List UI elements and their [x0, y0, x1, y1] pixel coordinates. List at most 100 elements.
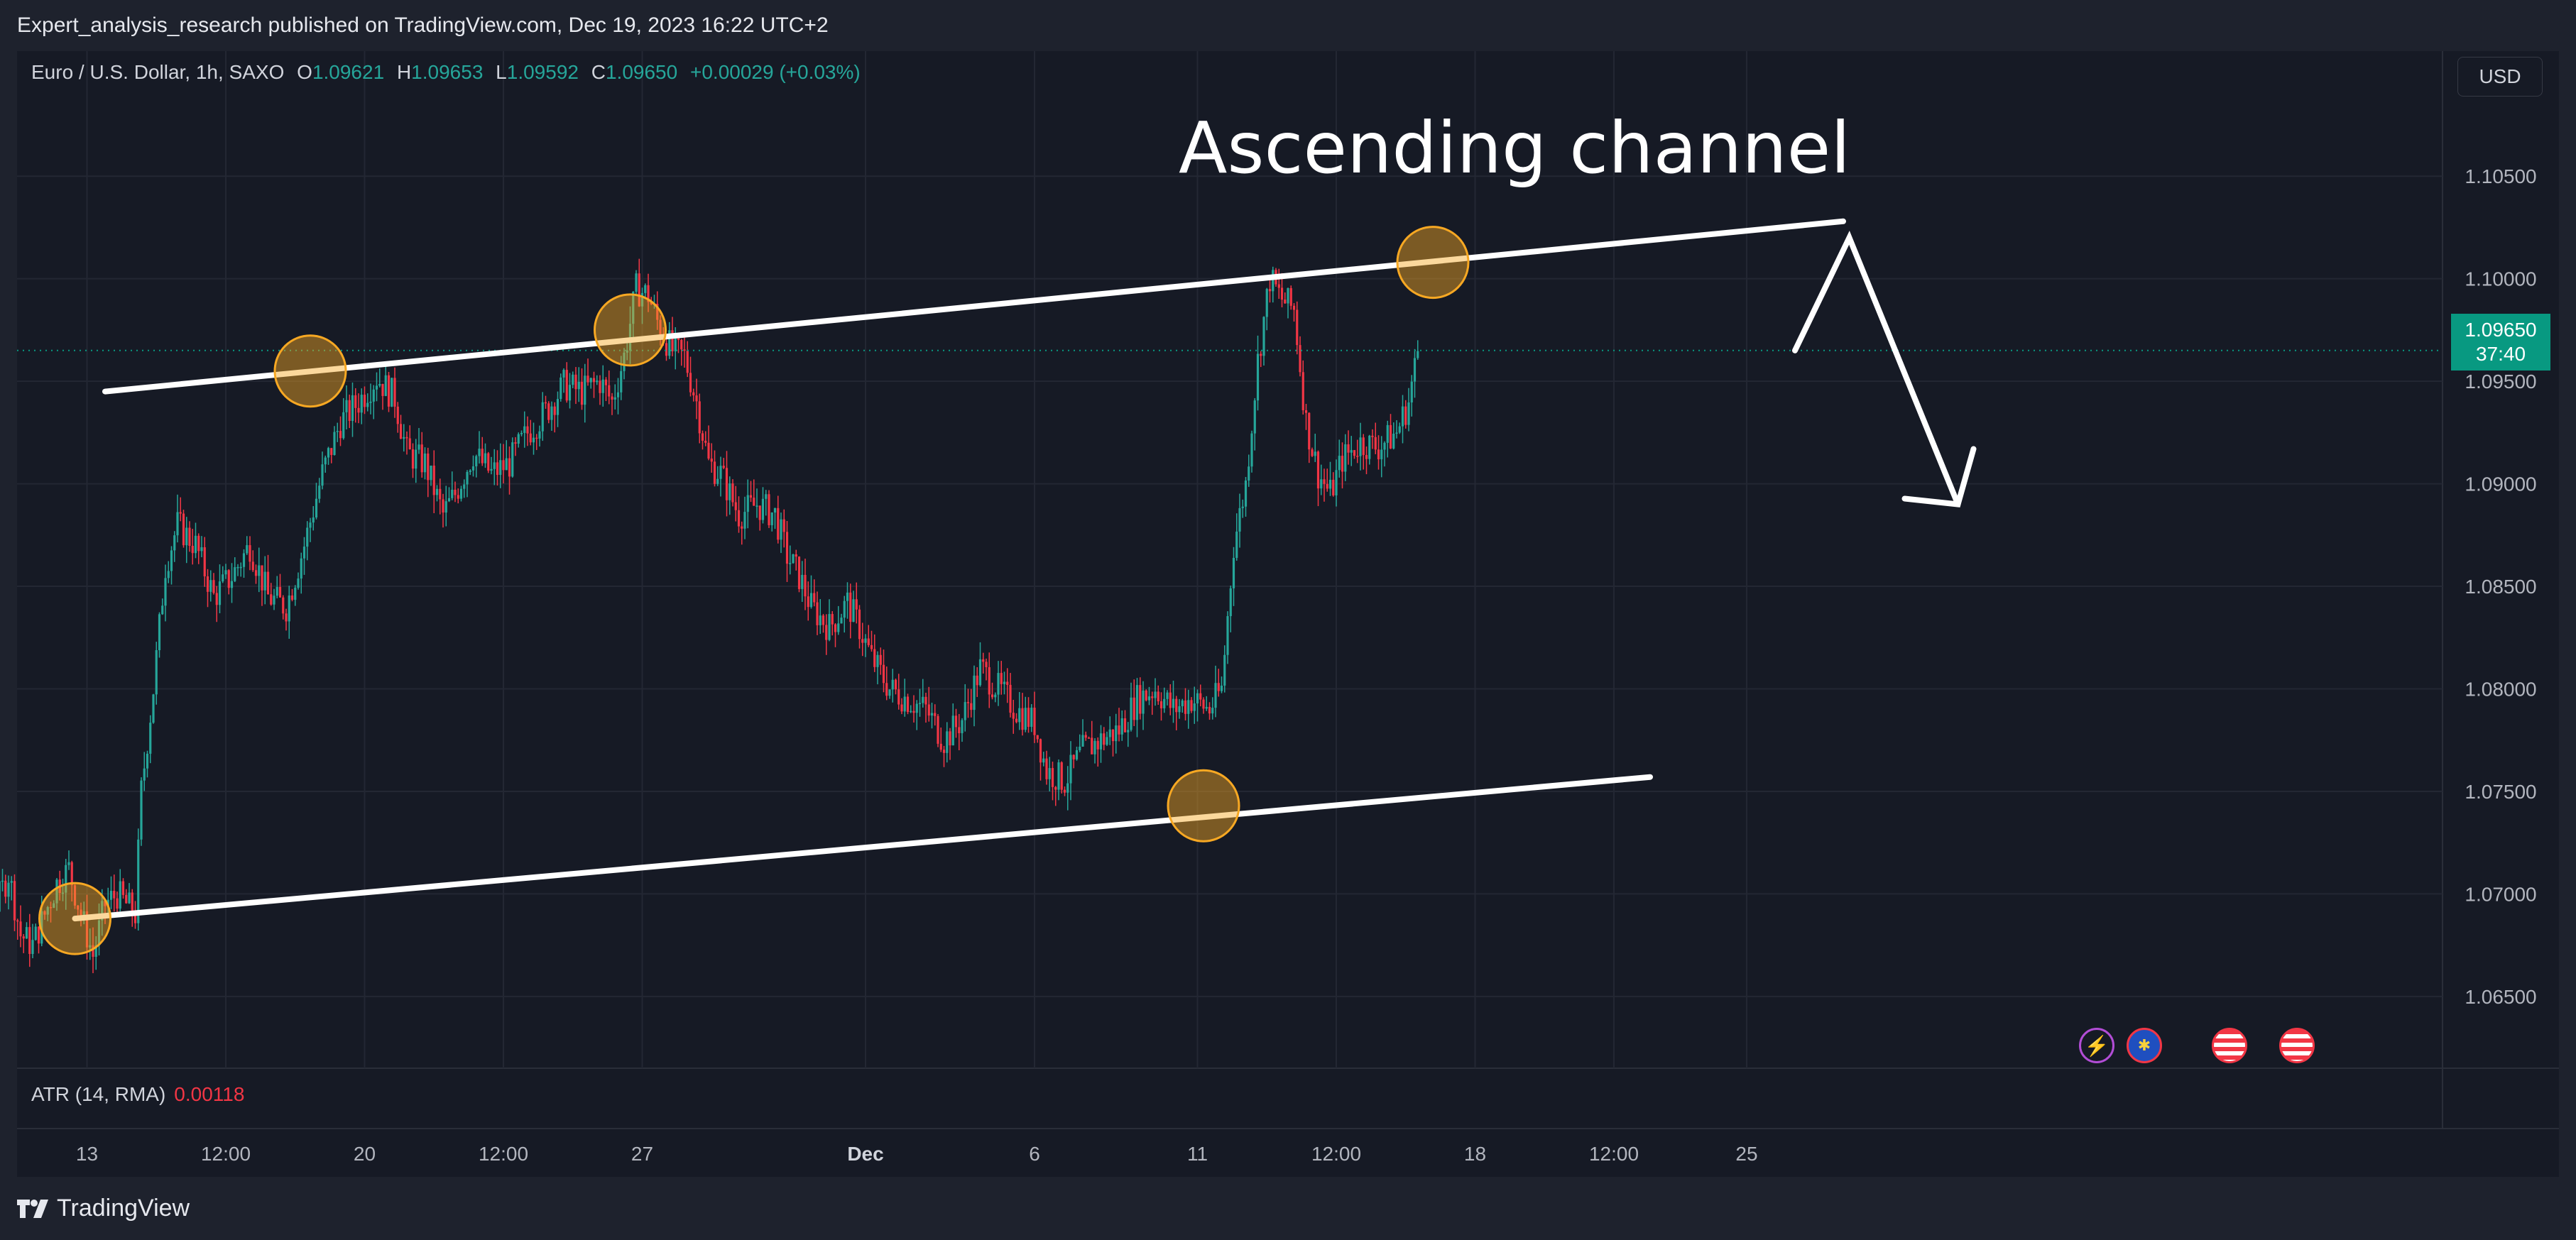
candle-body [825, 625, 828, 640]
candle-body [628, 324, 632, 351]
candle-body [502, 460, 505, 471]
candle-body [997, 673, 1000, 695]
candle-body [351, 395, 354, 422]
candle-body [1108, 729, 1111, 737]
candle-body [170, 550, 173, 571]
candle-body [324, 457, 327, 465]
candle-body [387, 375, 391, 407]
candle-body [1072, 755, 1075, 759]
candle-body [985, 662, 988, 667]
candle-body [701, 433, 704, 441]
candle-body [873, 649, 876, 667]
candle-body [1311, 449, 1314, 456]
candle-body [780, 519, 782, 540]
chart-area[interactable] [17, 51, 2559, 1177]
price-tick-label: 1.07000 [2465, 883, 2536, 905]
candle-body [290, 595, 294, 600]
bar-countdown: 37:40 [2475, 343, 2526, 365]
candle-body [529, 433, 532, 443]
candle-body [185, 527, 188, 546]
candle-body [840, 618, 843, 624]
candle-body [113, 891, 116, 899]
candle-body [891, 679, 894, 690]
candle-body [973, 675, 976, 710]
arrow-head [1901, 446, 1977, 507]
candle-body [903, 696, 906, 712]
candle-body [125, 894, 128, 904]
candle-body [728, 483, 731, 500]
candle-body [900, 704, 903, 712]
candle-body [327, 448, 330, 458]
eu-flag-icon[interactable]: ✱ [2127, 1028, 2162, 1063]
time-tick-label: 12:00 [1589, 1143, 1639, 1165]
price-tick-label: 1.06500 [2465, 986, 2536, 1008]
candle-body [949, 731, 951, 746]
candle-body [870, 644, 873, 649]
candle-body [357, 407, 360, 413]
candle-body [55, 879, 58, 904]
currency-button[interactable]: USD [2457, 57, 2543, 97]
candle-body [801, 574, 804, 589]
candle-body [864, 638, 867, 643]
atr-legend[interactable]: ATR (14, RMA) 0.00118 [31, 1083, 244, 1106]
candle-body [1256, 353, 1260, 401]
candle-body [116, 898, 119, 909]
candle-body [1277, 284, 1280, 288]
touch-point-circle [38, 882, 111, 955]
candle-body [849, 592, 852, 622]
candle-body [710, 459, 713, 462]
candle-body [753, 498, 755, 506]
candle-body [770, 512, 773, 525]
candle-body [266, 571, 270, 595]
candle-body [31, 940, 34, 955]
candle-body [1012, 713, 1015, 719]
candle-body [417, 444, 420, 450]
candle-body [137, 839, 140, 923]
candle-body [484, 453, 487, 463]
projection-arrow [1792, 231, 1961, 507]
time-tick-label: 12:00 [1311, 1143, 1361, 1165]
candle-body [686, 351, 689, 373]
symbol-name[interactable]: Euro / U.S. Dollar, 1h, SAXO [31, 61, 285, 83]
candle-body [194, 535, 197, 554]
candle-body [1027, 708, 1030, 728]
tradingview-logo[interactable]: TradingView [17, 1195, 190, 1222]
candle-body [1166, 692, 1169, 699]
candle-body [611, 396, 613, 400]
candle-body [1413, 358, 1417, 382]
candle-body [535, 437, 538, 439]
candle-body [958, 727, 961, 733]
candle-body [626, 350, 628, 353]
ascending-channel-title[interactable]: Ascending channel [1179, 106, 1850, 190]
open-label: O [297, 61, 312, 83]
candle-body [381, 383, 384, 396]
candle-body [1289, 287, 1292, 306]
candle-body [375, 385, 378, 390]
candle-body [906, 696, 910, 713]
candle-body [254, 570, 258, 576]
candle-body [1226, 616, 1229, 655]
candle-body [719, 466, 722, 479]
us-flag-icon[interactable] [2212, 1028, 2247, 1063]
candle-body [1018, 708, 1021, 723]
candle-body [861, 639, 864, 643]
candle-body [656, 304, 659, 320]
lightning-icon[interactable]: ⚡ [2079, 1028, 2114, 1063]
candle-body [1030, 708, 1033, 728]
atr-name: ATR (14, RMA) [31, 1083, 166, 1105]
candle-body [107, 899, 109, 906]
candle-body [879, 654, 882, 665]
candle-body [918, 703, 922, 704]
candle-body [1190, 700, 1193, 711]
candle-body [1069, 755, 1072, 784]
symbol-legend: Euro / U.S. Dollar, 1h, SAXO O1.09621 H1… [31, 61, 861, 84]
atr-value: 0.00118 [174, 1083, 245, 1105]
candle-body [1248, 466, 1250, 481]
us-flag-icon[interactable] [2279, 1028, 2315, 1063]
candle-body [1301, 372, 1304, 410]
candle-body [188, 527, 191, 546]
candle-body [876, 654, 879, 667]
candle-body [408, 438, 411, 450]
candle-body [372, 389, 375, 402]
